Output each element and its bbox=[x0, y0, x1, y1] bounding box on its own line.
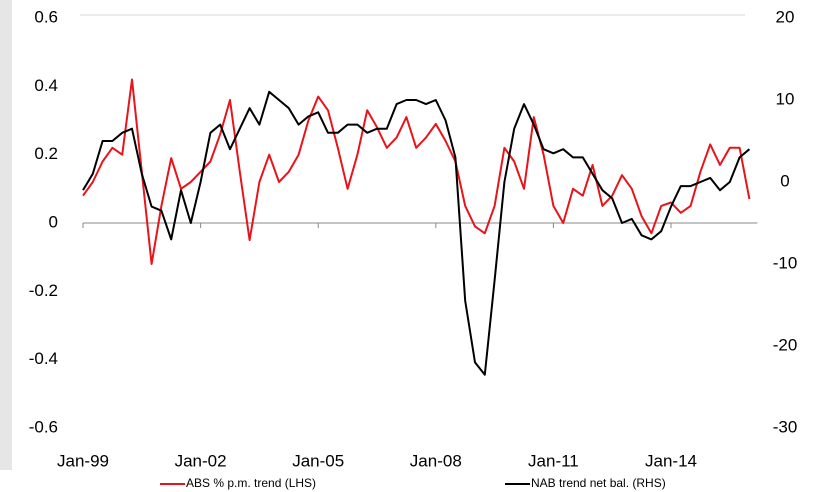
x-tick-label: Jan-99 bbox=[57, 451, 109, 470]
x-tick-label: Jan-14 bbox=[645, 451, 697, 470]
side-strip bbox=[0, 0, 12, 470]
x-tick-label: Jan-11 bbox=[528, 451, 579, 470]
y2-tick-label: -20 bbox=[773, 335, 798, 354]
x-tick-label: Jan-05 bbox=[292, 451, 344, 470]
y2-tick-label: -30 bbox=[773, 417, 798, 436]
legend-label: NAB trend net bal. (RHS) bbox=[531, 476, 666, 490]
y-tick-label: 0.6 bbox=[34, 7, 58, 26]
legend-label: ABS % p.m. trend (LHS) bbox=[186, 476, 316, 490]
series-line bbox=[82, 90, 751, 376]
y-tick-label: -0.6 bbox=[29, 417, 58, 436]
y2-tick-label: 10 bbox=[776, 89, 795, 108]
y2-tick-label: -10 bbox=[773, 253, 798, 272]
y-tick-label: 0 bbox=[49, 212, 58, 231]
x-tick-label: Jan-02 bbox=[175, 451, 227, 470]
y-tick-label: 0.4 bbox=[34, 76, 58, 95]
y2-tick-label: 20 bbox=[776, 7, 795, 26]
y2-tick-label: 0 bbox=[780, 171, 789, 190]
x-tick-label: Jan-08 bbox=[410, 451, 462, 470]
y-tick-label: -0.4 bbox=[29, 349, 58, 368]
series-line bbox=[82, 78, 751, 265]
y-tick-label: 0.2 bbox=[34, 144, 58, 163]
y-tick-label: -0.2 bbox=[29, 281, 58, 300]
